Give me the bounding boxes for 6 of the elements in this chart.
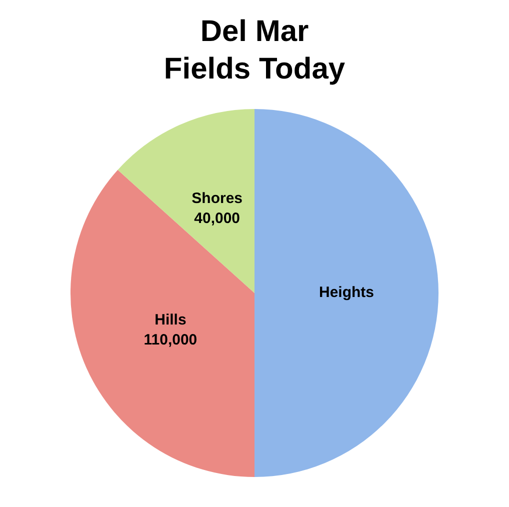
slice-label: Shores xyxy=(192,190,243,208)
data-label: 110,000 xyxy=(144,332,198,349)
chart-title: Del Mar Fields Today xyxy=(164,15,346,86)
data-label: 40,000 xyxy=(194,210,240,228)
slice-label: Heights xyxy=(318,284,374,302)
slice-label: Hills xyxy=(154,312,186,329)
